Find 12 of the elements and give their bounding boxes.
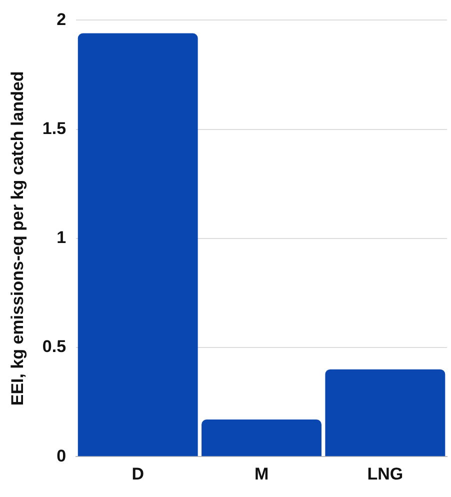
- x-tick-label: M: [254, 464, 269, 484]
- y-tick-label: 1: [56, 228, 66, 248]
- y-tick-label: 2: [56, 10, 66, 29]
- bar: [78, 33, 198, 456]
- y-axis-title: EEI, kg emissions-eq per kg catch landed: [8, 71, 27, 406]
- x-tick-label: D: [132, 464, 144, 484]
- bar: [202, 420, 322, 456]
- bar: [325, 369, 446, 456]
- y-tick-label: 0.5: [42, 337, 66, 356]
- y-tick-label: 1.5: [42, 118, 66, 138]
- y-tick-label: 0: [56, 446, 66, 466]
- x-tick-label: LNG: [367, 464, 404, 484]
